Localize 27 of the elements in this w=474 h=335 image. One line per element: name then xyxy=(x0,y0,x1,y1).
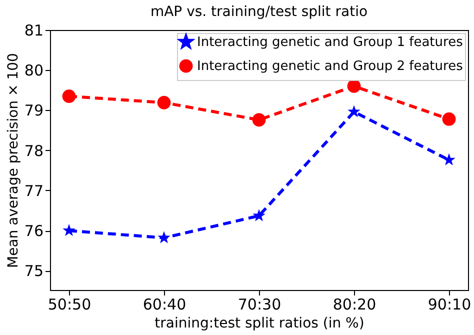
y-tick-label: 76 xyxy=(24,222,44,240)
x-tick-label: 60:40 xyxy=(142,296,186,314)
point xyxy=(442,153,456,166)
point xyxy=(442,112,456,126)
legend-label: Interacting genetic and Group 2 features xyxy=(197,59,464,74)
point xyxy=(62,90,76,103)
y-tick-label: 79 xyxy=(24,102,44,120)
chart-title: mAP vs. training/test split ratio xyxy=(150,4,368,20)
point xyxy=(157,96,171,110)
x-tick-label: 80:20 xyxy=(332,296,376,314)
point xyxy=(62,224,76,236)
y-tick-label: 78 xyxy=(24,142,44,160)
y-tick-label: 75 xyxy=(24,262,44,280)
x-tick-label: 50:50 xyxy=(48,296,92,314)
point xyxy=(348,105,360,118)
y-tick-label: 81 xyxy=(24,22,44,40)
y-tick-label: 77 xyxy=(24,182,44,200)
point xyxy=(158,231,170,244)
x-tick-label: 70:30 xyxy=(238,296,282,314)
point xyxy=(252,113,266,127)
x-axis-title: training:test split ratios (in %) xyxy=(154,316,364,332)
point xyxy=(347,79,361,93)
y-tick-label: 80 xyxy=(24,62,44,80)
point xyxy=(252,209,266,222)
legend-label: Interacting genetic and Group 1 features xyxy=(197,35,464,50)
y-axis-title: Mean average precision × 100 xyxy=(5,53,22,268)
x-tick-label: 90:10 xyxy=(428,296,472,314)
